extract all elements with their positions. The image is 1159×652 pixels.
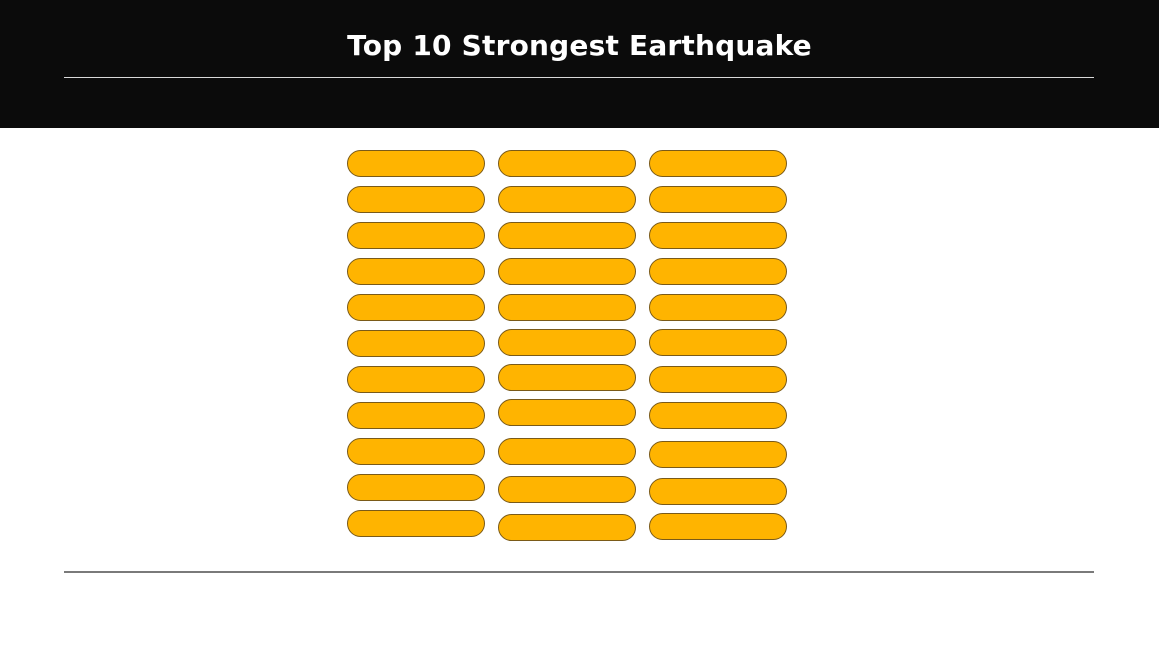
- pill-block: [498, 399, 636, 426]
- pill-block: [498, 258, 636, 285]
- pill-block: [347, 366, 485, 393]
- pill-block: [649, 513, 787, 540]
- pill-block: [498, 294, 636, 321]
- pill-block: [347, 474, 485, 501]
- pill-block: [649, 294, 787, 321]
- pill-block: [347, 438, 485, 465]
- pill-block: [347, 402, 485, 429]
- pill-block: [498, 476, 636, 503]
- pill-block: [649, 478, 787, 505]
- pill-block: [498, 329, 636, 356]
- pill-block: [649, 329, 787, 356]
- pill-block: [498, 186, 636, 213]
- pill-block: [649, 258, 787, 285]
- pill-block: [347, 258, 485, 285]
- pill-block: [649, 441, 787, 468]
- pill-block: [649, 402, 787, 429]
- pill-block: [498, 514, 636, 541]
- pill-block: [347, 222, 485, 249]
- pill-block: [649, 186, 787, 213]
- footer-divider: [64, 571, 1094, 573]
- pill-block: [347, 186, 485, 213]
- pill-block: [649, 150, 787, 177]
- pill-block: [498, 150, 636, 177]
- pill-block: [649, 366, 787, 393]
- pill-block: [498, 438, 636, 465]
- pill-block: [347, 330, 485, 357]
- pill-block: [498, 222, 636, 249]
- page-title: Top 10 Strongest Earthquake: [347, 29, 812, 62]
- header-bar: Top 10 Strongest Earthquake: [0, 0, 1159, 128]
- pill-block: [347, 510, 485, 537]
- pill-block: [347, 150, 485, 177]
- pill-block: [347, 294, 485, 321]
- header-divider: [64, 77, 1094, 78]
- pill-block: [649, 222, 787, 249]
- pill-block: [498, 364, 636, 391]
